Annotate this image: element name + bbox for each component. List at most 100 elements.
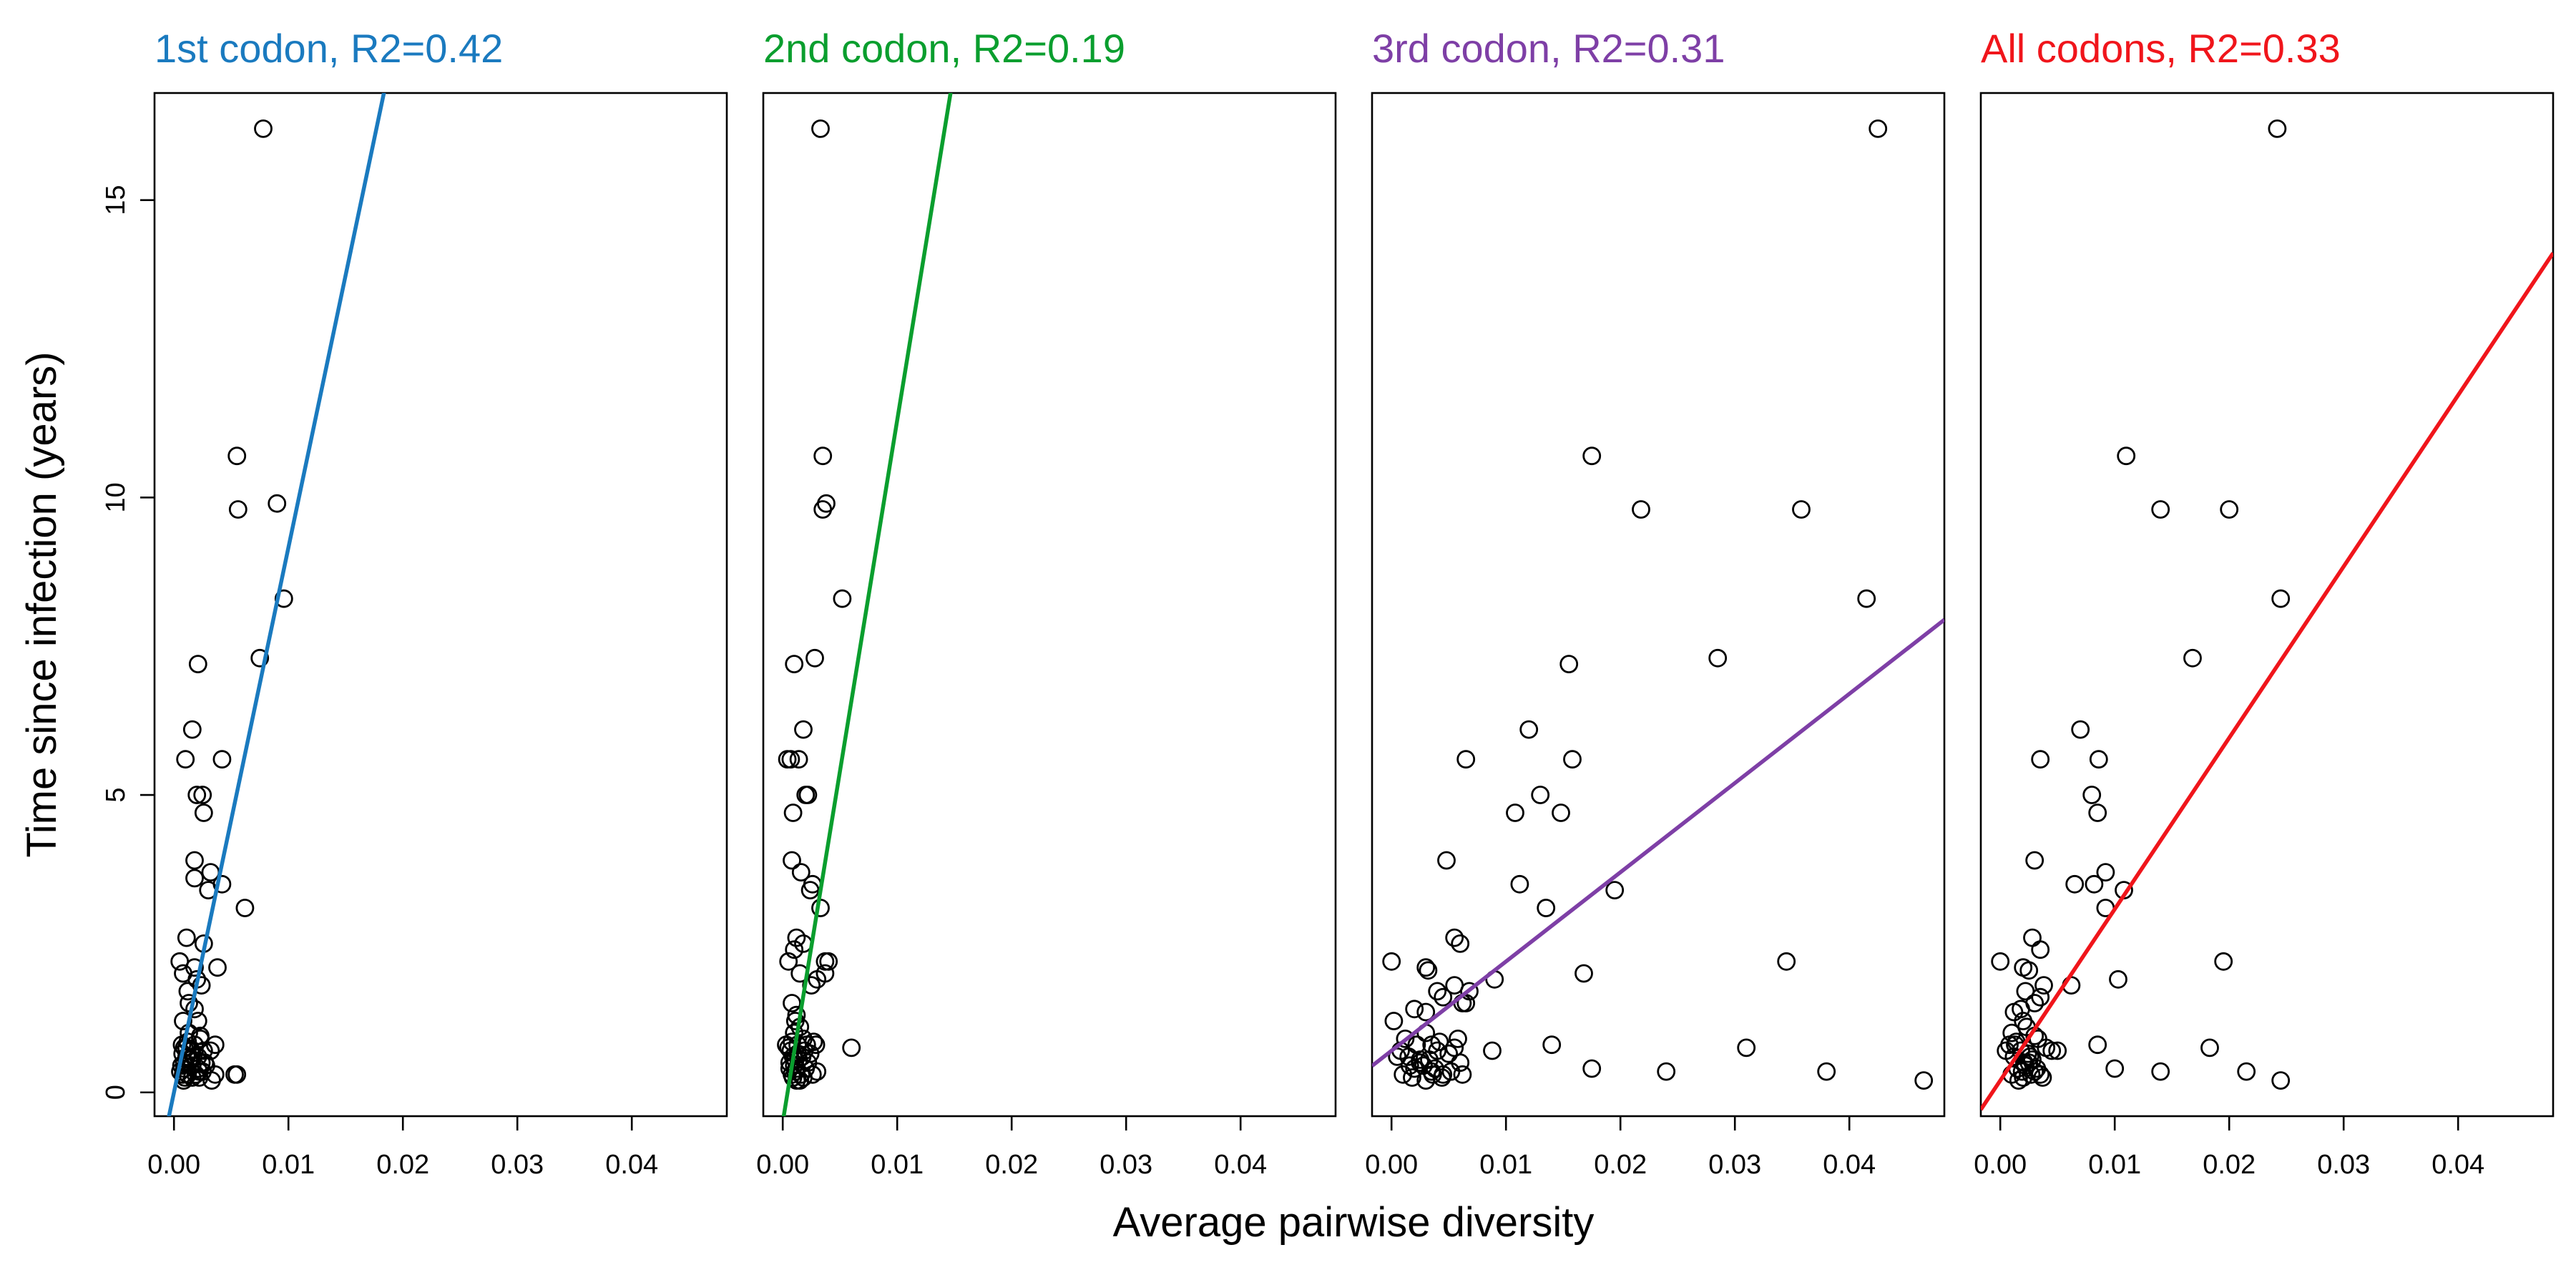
point-codon1 (235, 899, 255, 917)
point-all (2042, 1041, 2062, 1060)
point-all (2034, 976, 2053, 995)
point-all (2025, 851, 2044, 870)
point-all (2109, 969, 2127, 989)
point-all (2048, 1041, 2067, 1060)
point-codon1 (195, 1053, 215, 1073)
point-codon1 (227, 446, 247, 466)
regression-line-codon2 (781, 93, 953, 1116)
point-codon2 (783, 851, 801, 870)
point-codon3 (1416, 1002, 1436, 1022)
point-codon2 (779, 952, 798, 971)
point-codon2 (794, 720, 813, 739)
plot-area-all: 0.00 0.01 0.02 0.03 0.04 (1974, 119, 2553, 1180)
point-all (2071, 720, 2090, 739)
point-codon1 (177, 928, 196, 947)
point-codon3 (1384, 1012, 1404, 1030)
point-all (2033, 1068, 2052, 1087)
point-codon3 (1430, 1032, 1449, 1051)
point-all (2237, 1062, 2256, 1081)
point-codon3 (1737, 1038, 1756, 1058)
point-codon3 (1451, 934, 1470, 953)
point-codon2 (803, 1065, 822, 1084)
point-codon1 (187, 786, 207, 804)
point-codon3 (1510, 874, 1529, 894)
point-codon3 (1708, 648, 1728, 668)
point-codon3 (1432, 1068, 1451, 1087)
point-all (2031, 940, 2050, 959)
point-codon2 (813, 446, 833, 466)
regression-line-codon3 (1372, 618, 1944, 1068)
point-codon3 (1451, 1053, 1470, 1073)
x-tick-label-codon1: 0.01 (262, 1150, 315, 1180)
x-tick-label-all: 0.04 (2431, 1150, 2484, 1180)
point-all (2031, 987, 2050, 1007)
point-codon2 (789, 750, 808, 769)
point-codon1 (201, 863, 220, 881)
point-all (1991, 952, 2010, 971)
panel-all: All codons, R2=0.33 0.00 0.01 0.02 0.03 0.04 (1974, 26, 2555, 1180)
point-all (2151, 500, 2170, 519)
point-codon2 (811, 119, 830, 138)
point-all (2012, 1062, 2032, 1081)
x-tick-label-codon1: 0.00 (147, 1150, 200, 1180)
point-codon3 (1441, 1062, 1461, 1081)
plot-area-codon2: 0.00 0.01 0.02 0.03 0.04 (756, 93, 1267, 1180)
point-all (2268, 119, 2287, 138)
point-all (2117, 446, 2136, 466)
point-codon3 (1657, 1062, 1676, 1081)
x-tick-label-codon3: 0.04 (1823, 1150, 1876, 1180)
point-codon2 (817, 494, 836, 513)
point-codon3 (1817, 1062, 1836, 1081)
point-codon1 (268, 494, 287, 513)
point-codon3 (1531, 786, 1550, 804)
y-tick-label: 5 (101, 787, 131, 802)
x-tick-label-codon3: 0.01 (1479, 1150, 1532, 1180)
point-codon3 (1419, 961, 1438, 980)
point-codon1 (180, 994, 198, 1012)
point-all (2012, 1000, 2030, 1019)
panel-frame-codon3 (1371, 92, 1946, 1118)
point-all (2089, 750, 2108, 769)
point-codon1 (225, 1065, 244, 1084)
point-codon2 (816, 952, 835, 971)
point-all (2031, 750, 2050, 769)
point-all (2214, 952, 2233, 971)
point-all (2088, 1035, 2107, 1055)
x-tick-label-codon3: 0.02 (1594, 1150, 1647, 1180)
point-all (2082, 786, 2102, 804)
point-codon3 (1411, 1050, 1430, 1069)
point-codon3 (1506, 804, 1524, 822)
point-codon3 (1422, 1035, 1441, 1055)
point-codon3 (1519, 720, 1539, 739)
point-codon1 (228, 500, 248, 519)
x-tick-label-codon2: 0.02 (985, 1150, 1038, 1180)
point-codon1 (193, 786, 212, 804)
x-tick-label-codon2: 0.04 (1214, 1150, 1267, 1180)
point-codon2 (804, 1032, 823, 1051)
point-codon1 (212, 750, 232, 769)
y-axis-title: Time since infection (years) (19, 352, 65, 858)
x-axis-title: Average pairwise diversity (1113, 1199, 1595, 1246)
point-all (2096, 863, 2115, 881)
point-codon1 (176, 750, 195, 769)
point-codon1 (205, 1065, 225, 1084)
point-codon1 (185, 869, 204, 888)
point-codon3 (1857, 589, 1876, 608)
point-codon3 (1542, 1035, 1562, 1055)
point-codon2 (781, 750, 800, 769)
point-all (2014, 1012, 2033, 1030)
point-codon3 (1403, 1068, 1421, 1087)
point-all (2105, 1059, 2125, 1078)
point-codon3 (1416, 958, 1436, 977)
point-codon2 (787, 928, 806, 947)
point-codon3 (1405, 1000, 1424, 1019)
y-tick-label: 15 (101, 185, 131, 215)
point-codon3 (1400, 1056, 1419, 1075)
point-all (2023, 1050, 2042, 1069)
point-codon2 (833, 589, 852, 608)
point-codon3 (1563, 750, 1582, 769)
point-codon2 (798, 786, 818, 804)
point-codon3 (1428, 982, 1447, 1001)
point-codon3 (1434, 987, 1453, 1007)
